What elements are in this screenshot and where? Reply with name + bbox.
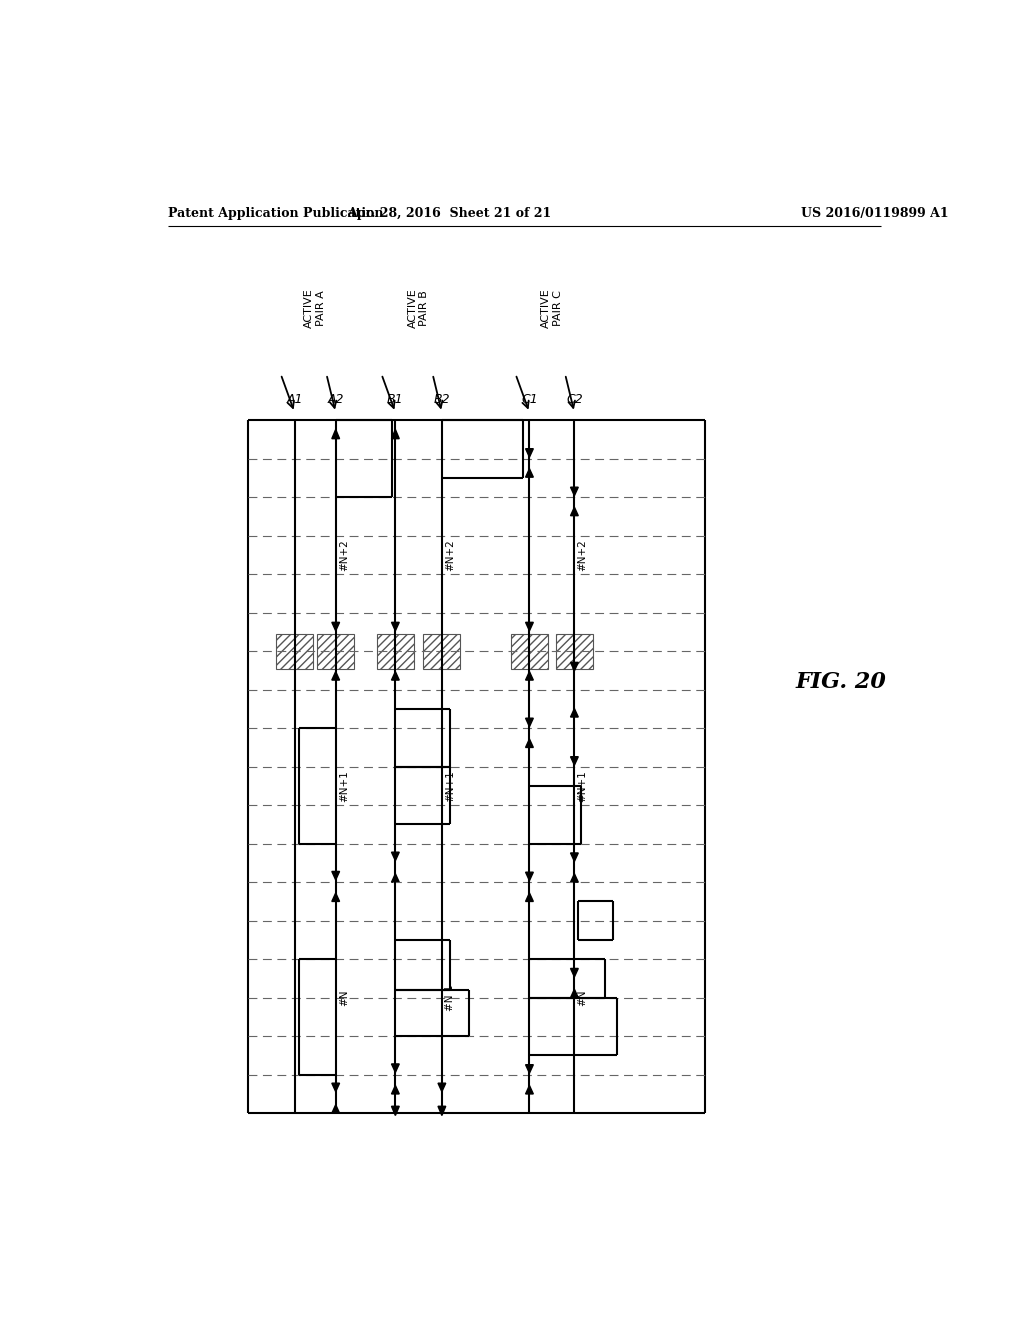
Text: ACTIVE
PAIR C: ACTIVE PAIR C (541, 288, 563, 327)
Bar (317, 634, 354, 668)
Text: #N+1: #N+1 (339, 770, 349, 801)
Text: #N: #N (578, 990, 588, 1006)
Polygon shape (525, 672, 534, 680)
Polygon shape (525, 1085, 534, 1094)
Text: #N+1: #N+1 (578, 770, 588, 801)
Polygon shape (525, 892, 534, 902)
Bar (276, 634, 313, 668)
Polygon shape (570, 756, 579, 766)
Polygon shape (391, 672, 399, 680)
Polygon shape (570, 663, 579, 671)
Polygon shape (438, 1084, 445, 1092)
Text: C2: C2 (566, 393, 583, 407)
Bar (423, 634, 461, 668)
Polygon shape (332, 1084, 340, 1092)
Bar (556, 634, 593, 668)
Polygon shape (332, 1105, 340, 1113)
Polygon shape (525, 739, 534, 747)
Bar (377, 634, 414, 668)
Text: Patent Application Publication: Patent Application Publication (168, 207, 384, 220)
Polygon shape (570, 874, 579, 882)
Text: US 2016/0119899 A1: US 2016/0119899 A1 (801, 207, 948, 220)
Text: C1: C1 (521, 393, 538, 407)
Text: A2: A2 (328, 393, 344, 407)
Polygon shape (391, 622, 399, 631)
Polygon shape (332, 672, 340, 680)
Polygon shape (570, 487, 579, 496)
Bar (511, 634, 548, 668)
Polygon shape (570, 853, 579, 862)
Polygon shape (391, 1064, 399, 1072)
Text: #N 1: #N 1 (445, 985, 455, 1011)
Polygon shape (332, 892, 340, 902)
Text: FIG. 20: FIG. 20 (796, 671, 887, 693)
Text: #N: #N (339, 990, 349, 1006)
Polygon shape (525, 873, 534, 880)
Text: #N+1: #N+1 (445, 770, 455, 801)
Polygon shape (525, 718, 534, 726)
Polygon shape (570, 507, 579, 516)
Polygon shape (391, 1085, 399, 1094)
Polygon shape (332, 871, 340, 880)
Polygon shape (391, 874, 399, 882)
Text: ACTIVE
PAIR A: ACTIVE PAIR A (304, 288, 326, 327)
Polygon shape (570, 989, 579, 998)
Polygon shape (525, 622, 534, 631)
Text: B2: B2 (433, 393, 451, 407)
Polygon shape (438, 1106, 445, 1115)
Text: B1: B1 (387, 393, 403, 407)
Polygon shape (391, 853, 399, 861)
Polygon shape (525, 469, 534, 478)
Text: #N+2: #N+2 (578, 539, 588, 570)
Polygon shape (525, 449, 534, 457)
Polygon shape (332, 429, 340, 438)
Polygon shape (332, 622, 340, 631)
Polygon shape (570, 709, 579, 717)
Polygon shape (391, 429, 399, 438)
Text: A1: A1 (287, 393, 303, 407)
Polygon shape (525, 1065, 534, 1073)
Polygon shape (570, 969, 579, 977)
Text: #N+2: #N+2 (445, 539, 455, 570)
Text: ACTIVE
PAIR B: ACTIVE PAIR B (408, 288, 429, 327)
Text: #N+2: #N+2 (339, 539, 349, 570)
Polygon shape (391, 1106, 399, 1115)
Text: Apr. 28, 2016  Sheet 21 of 21: Apr. 28, 2016 Sheet 21 of 21 (347, 207, 552, 220)
